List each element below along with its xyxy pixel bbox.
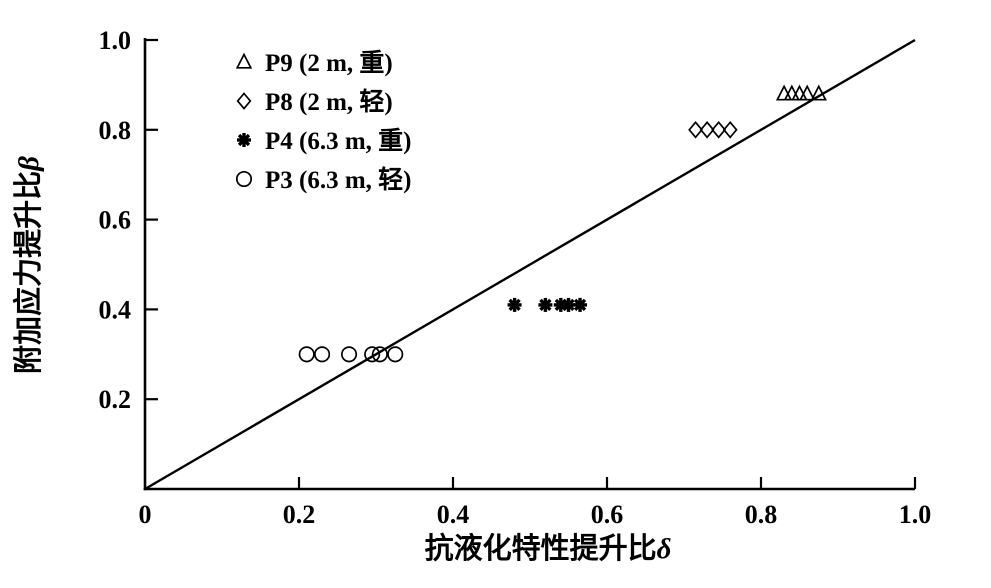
circle-open-icon [235, 170, 253, 188]
legend-label: P9 (2 m, 重) [265, 49, 393, 77]
x-tick-label: 0.6 [591, 500, 624, 529]
scatter-point [387, 346, 404, 363]
y-axis-title: 附加应力提升比β [11, 156, 45, 374]
scatter-point [810, 84, 827, 101]
y-tick-label: 0.6 [99, 206, 132, 235]
y-tick-label: 0.8 [99, 116, 132, 145]
scatter-point [711, 120, 727, 139]
x-tick-label: 0.4 [437, 500, 470, 529]
x-tick-label: 0.2 [283, 500, 316, 529]
scatter-point [573, 297, 588, 312]
scatter-point [538, 297, 553, 312]
scatter-point [507, 297, 522, 312]
scatter-point [364, 346, 381, 363]
diamond-open-icon [236, 92, 252, 110]
y-tick-label: 1.0 [99, 26, 132, 55]
y-tick-label: 0.2 [99, 385, 132, 414]
legend: P9 (2 m, 重) P8 (2 m, 轻) P4 (6.3 m, 重) P3 (6… [235, 49, 412, 194]
x-tick-label: 0 [139, 500, 152, 529]
scatter-point [314, 346, 331, 363]
triangle-open-icon [235, 52, 253, 69]
x-tick-label: 0.8 [745, 500, 778, 529]
legend-item: P3 (6.3 m, 轻) [235, 166, 412, 194]
scatter-point [298, 346, 315, 363]
y-tick-label: 0.4 [99, 295, 132, 324]
legend-label: P8 (2 m, 轻) [265, 88, 393, 116]
legend-item: P4 (6.3 m, 重) [237, 127, 412, 155]
legend-item: P9 (2 m, 重) [235, 49, 393, 77]
scatter-point [371, 346, 388, 363]
scatter-point [340, 346, 358, 363]
reference-line [144, 38, 916, 491]
scatter-point [722, 120, 738, 139]
legend-label: P4 (6.3 m, 重) [265, 127, 412, 155]
legend-item: P8 (2 m, 轻) [236, 88, 393, 116]
series-p8 [688, 120, 738, 139]
asterisk-icon [237, 133, 251, 147]
series-p3 [298, 346, 404, 363]
legend-label: P3 (6.3 m, 轻) [265, 166, 412, 194]
x-axis-title: 抗液化特性提升比δ [425, 531, 672, 565]
scatter-point [688, 120, 703, 139]
series-p4 [507, 297, 588, 312]
scatter-point [699, 120, 715, 139]
scatter-point [799, 84, 816, 101]
series-p9 [775, 84, 827, 101]
x-tick-label: 1.0 [899, 500, 932, 529]
